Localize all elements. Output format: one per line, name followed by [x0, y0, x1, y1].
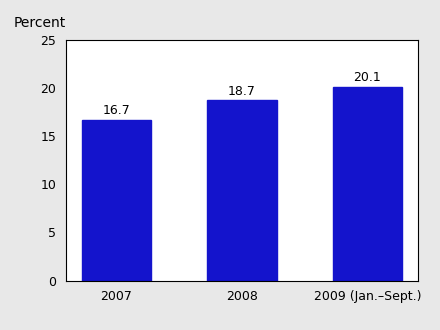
- Bar: [82, 119, 151, 280]
- Bar: [333, 87, 402, 280]
- Text: 16.7: 16.7: [103, 104, 130, 117]
- Text: 20.1: 20.1: [354, 71, 381, 84]
- Bar: [208, 100, 276, 280]
- Text: Percent: Percent: [13, 16, 66, 30]
- Text: 18.7: 18.7: [228, 85, 256, 98]
